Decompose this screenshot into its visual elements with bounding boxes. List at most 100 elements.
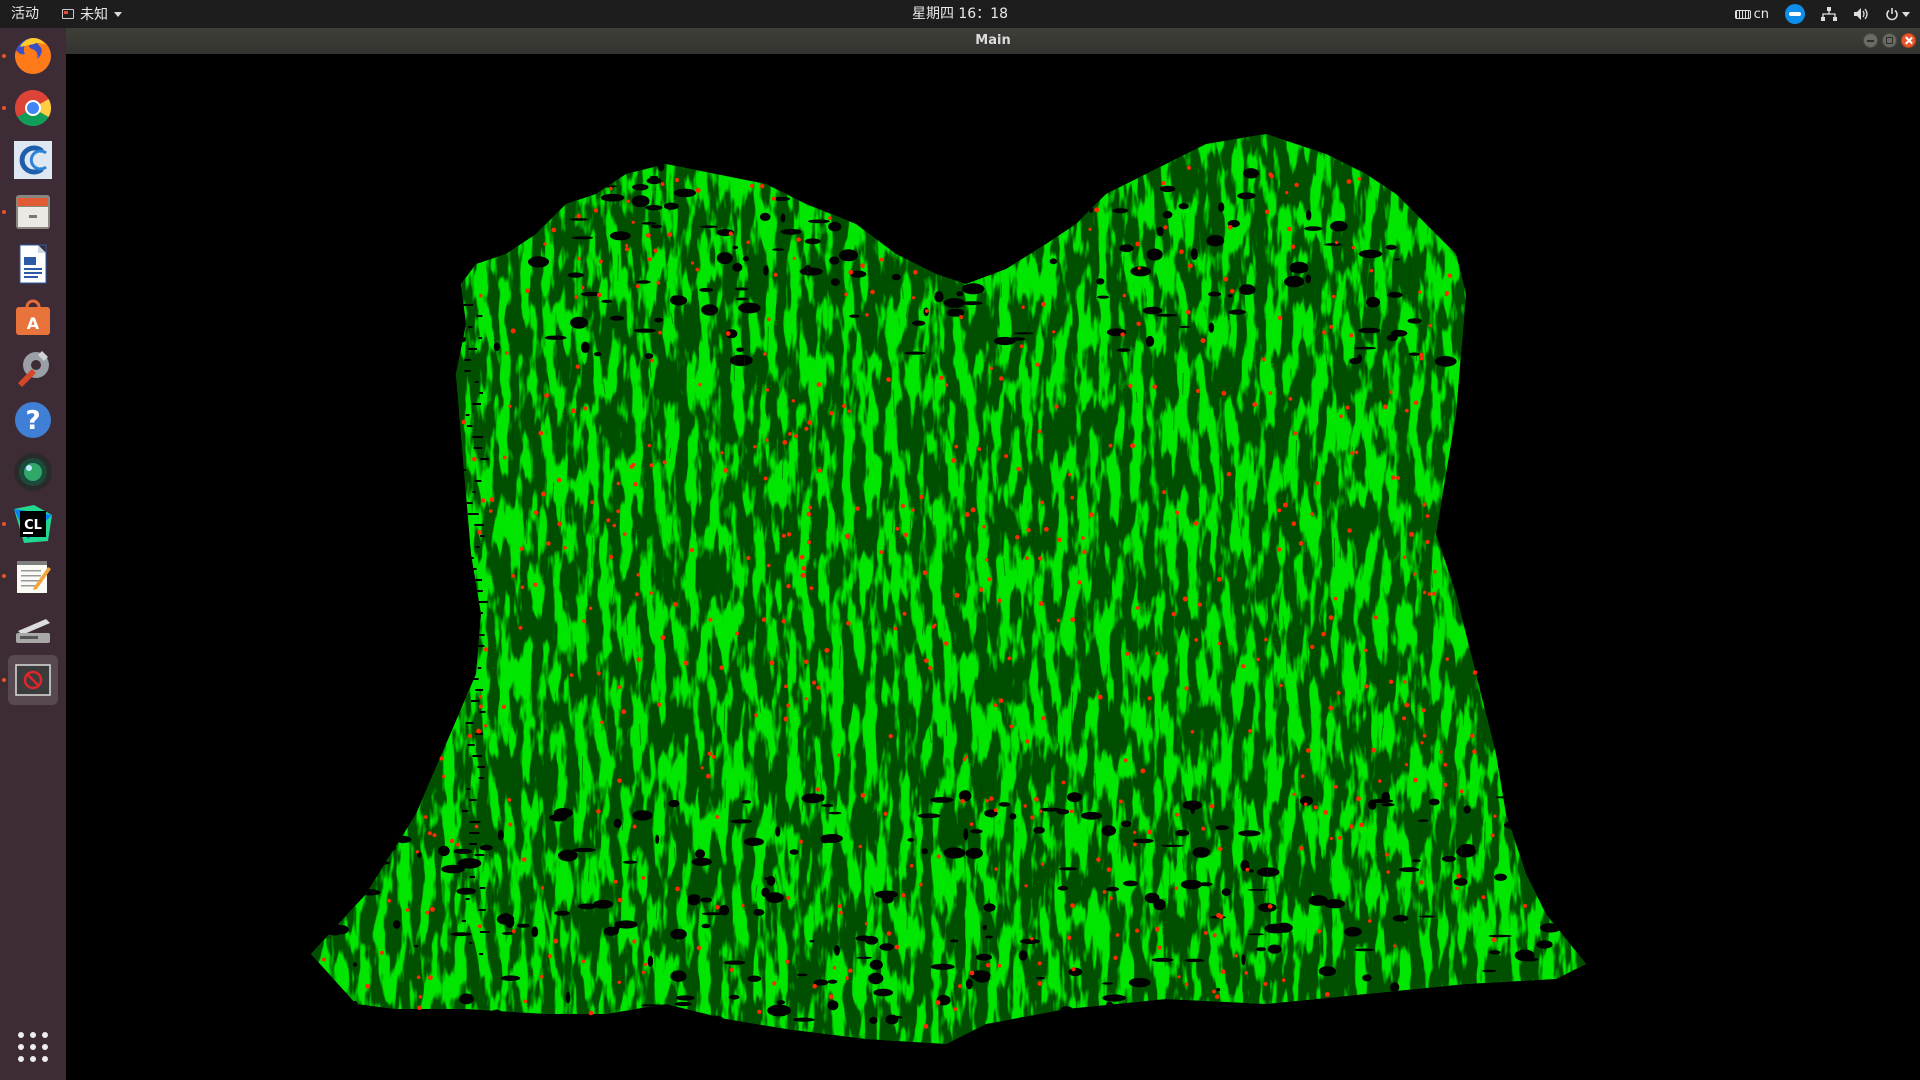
feature-point bbox=[608, 186, 613, 191]
cloud-gap bbox=[995, 184, 1004, 197]
cloud-gap bbox=[1112, 208, 1129, 214]
minimize-button[interactable] bbox=[1863, 33, 1878, 48]
feature-point bbox=[705, 773, 711, 779]
dock-writer[interactable] bbox=[8, 239, 58, 289]
dock-software[interactable]: A bbox=[8, 291, 58, 341]
cloud-gap bbox=[1466, 278, 1490, 286]
cloud-gap bbox=[1399, 867, 1420, 873]
dock-files[interactable] bbox=[8, 187, 58, 237]
cloud-gap bbox=[1206, 235, 1225, 247]
cloud-gap bbox=[1460, 351, 1476, 356]
feature-point bbox=[806, 540, 811, 545]
cloud-streak bbox=[1127, 794, 1130, 816]
dock-cloudcompare[interactable] bbox=[8, 135, 58, 185]
keyboard-layout-indicator[interactable]: cn bbox=[1734, 7, 1769, 22]
cloud-gap bbox=[554, 910, 570, 916]
feature-point bbox=[1056, 537, 1062, 543]
cloud-streak bbox=[866, 335, 869, 358]
power-menu[interactable] bbox=[1885, 7, 1910, 21]
dock-chrome[interactable] bbox=[8, 83, 58, 133]
feature-point bbox=[656, 280, 661, 285]
cloud-gap bbox=[471, 700, 480, 702]
feature-point bbox=[879, 550, 884, 555]
feature-point bbox=[760, 184, 765, 189]
feature-point bbox=[864, 922, 869, 926]
power-icon bbox=[1885, 7, 1899, 21]
app-menu[interactable]: 未知 bbox=[62, 0, 122, 28]
cloud-gap bbox=[965, 978, 973, 990]
feature-point bbox=[1248, 729, 1253, 733]
cloud-gap bbox=[732, 245, 739, 250]
cloud-gap bbox=[466, 788, 471, 790]
cloud-gap bbox=[1487, 989, 1504, 993]
feature-point bbox=[828, 216, 832, 220]
dock-camera[interactable] bbox=[8, 447, 58, 497]
feature-point bbox=[1481, 895, 1486, 900]
cloud-gap bbox=[407, 220, 415, 228]
cloud-gap bbox=[789, 849, 799, 855]
feature-point bbox=[707, 751, 713, 756]
cloud-gap bbox=[849, 314, 860, 318]
dock-settings[interactable] bbox=[8, 343, 58, 393]
feature-point bbox=[467, 733, 473, 739]
cloud-gap bbox=[1318, 966, 1337, 977]
feature-point bbox=[474, 824, 479, 829]
point-cloud-viewport[interactable] bbox=[66, 54, 1920, 1080]
feature-point bbox=[865, 313, 869, 317]
feature-point bbox=[1313, 805, 1318, 810]
cloud-streak bbox=[1058, 742, 1060, 775]
cloud-streak bbox=[909, 793, 912, 807]
dock-clion[interactable]: CL bbox=[8, 499, 58, 549]
feature-point bbox=[924, 658, 929, 664]
teamviewer-icon bbox=[1785, 4, 1805, 24]
feature-point bbox=[1404, 763, 1408, 767]
cloud-gap bbox=[1156, 226, 1164, 237]
activities-button[interactable]: 活动 bbox=[11, 6, 39, 22]
feature-point bbox=[616, 481, 621, 486]
cloud-gap bbox=[771, 173, 785, 181]
feature-point bbox=[606, 518, 611, 523]
cloud-gap bbox=[1366, 296, 1380, 308]
cloud-gap bbox=[1256, 947, 1266, 952]
cloud-gap bbox=[1358, 327, 1380, 334]
dock-help[interactable]: ? bbox=[8, 395, 58, 445]
cloud-streak bbox=[1244, 833, 1247, 861]
cloud-streak bbox=[1221, 495, 1224, 521]
cloud-gap bbox=[1463, 805, 1471, 814]
feature-point bbox=[1157, 945, 1162, 950]
cloud-gap bbox=[1494, 873, 1507, 881]
feature-point bbox=[1038, 556, 1043, 561]
dock-text-editor[interactable] bbox=[8, 551, 58, 601]
teamviewer-indicator[interactable] bbox=[1785, 4, 1805, 24]
feature-point bbox=[1329, 324, 1334, 329]
caret-down-icon bbox=[114, 11, 122, 17]
cloud-gap bbox=[1290, 265, 1308, 274]
feature-point bbox=[1432, 591, 1437, 596]
cloud-gap bbox=[472, 491, 476, 493]
volume-indicator[interactable] bbox=[1853, 7, 1869, 21]
cloud-gap bbox=[1418, 915, 1435, 918]
window-titlebar[interactable]: Main bbox=[66, 28, 1920, 55]
feature-point bbox=[662, 460, 667, 465]
dock-main-app[interactable] bbox=[8, 655, 58, 705]
cloud-streak bbox=[928, 665, 931, 697]
cloud-gap bbox=[640, 1004, 664, 1007]
show-applications-button[interactable] bbox=[16, 1030, 50, 1064]
cloud-gap bbox=[1186, 1017, 1205, 1024]
cloud-gap bbox=[473, 447, 483, 449]
dock-firefox[interactable] bbox=[8, 31, 58, 81]
dock-scanner[interactable] bbox=[8, 603, 58, 653]
cloud-streak bbox=[1323, 401, 1325, 423]
network-indicator[interactable] bbox=[1821, 7, 1837, 21]
cloud-streak bbox=[631, 842, 635, 857]
maximize-button[interactable] bbox=[1882, 33, 1897, 48]
cloud-gap bbox=[668, 799, 680, 808]
feature-point bbox=[519, 546, 524, 551]
feature-point bbox=[791, 399, 795, 403]
window-icon bbox=[62, 9, 74, 19]
feature-point bbox=[1422, 733, 1427, 738]
close-button[interactable] bbox=[1901, 33, 1916, 48]
clock[interactable]: 星期四 16：18 bbox=[911, 6, 1009, 22]
cloud-gap bbox=[1497, 162, 1518, 167]
cloud-gap bbox=[1482, 335, 1502, 339]
